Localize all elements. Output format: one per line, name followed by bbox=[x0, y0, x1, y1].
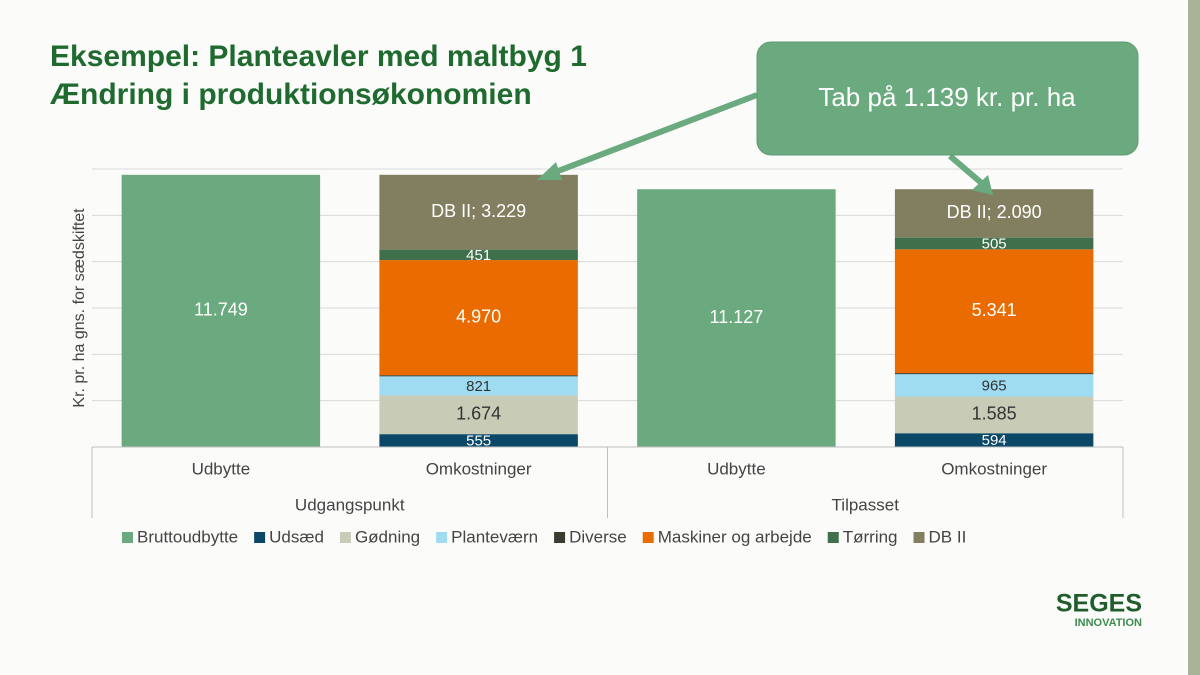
bar-segment bbox=[379, 260, 578, 376]
data-label: 965 bbox=[982, 377, 1007, 394]
data-label: 11.127 bbox=[710, 307, 764, 327]
data-label: DB II; 3.229 bbox=[431, 201, 526, 221]
data-label: 5.341 bbox=[972, 300, 1017, 320]
legend-label: Gødning bbox=[355, 527, 420, 546]
bar-segment bbox=[894, 374, 1094, 397]
bar-segment bbox=[121, 174, 321, 448]
legend-swatch bbox=[827, 532, 839, 543]
data-label: 1.674 bbox=[456, 404, 501, 424]
legend-label: Planteværn bbox=[451, 527, 538, 546]
legend-swatch bbox=[254, 532, 266, 543]
data-label: 4.970 bbox=[456, 306, 501, 326]
callout-text: Tab på 1.139 kr. pr. ha bbox=[818, 82, 1076, 112]
arrow-head bbox=[537, 162, 562, 180]
legend-label: Udsæd bbox=[269, 527, 324, 546]
legend-swatch bbox=[554, 532, 566, 543]
legend-swatch bbox=[642, 532, 654, 543]
plot: 11.749 Udbytte 555 1.674 821 4.970 451 DB II; 3… bbox=[91, 168, 1124, 546]
bar-segment bbox=[379, 395, 578, 435]
logo-sub: INNOVATION bbox=[1075, 617, 1142, 629]
bar-segment bbox=[379, 174, 578, 250]
data-label: 11.749 bbox=[194, 300, 248, 320]
bar-segment bbox=[894, 249, 1094, 374]
legend-label: Bruttoudbytte bbox=[137, 527, 238, 546]
data-label: DB II; 2.090 bbox=[947, 202, 1042, 222]
subtitle: Ændring i produktionsøkonomien bbox=[50, 78, 532, 111]
legend-swatch bbox=[436, 532, 448, 543]
data-label: 555 bbox=[466, 433, 491, 450]
legend-label: DB II bbox=[929, 527, 967, 546]
legend-swatch bbox=[339, 532, 351, 543]
group-label: Udgangspunkt bbox=[295, 495, 405, 514]
y-axis-label: Kr. pr. ha gns. for sædskiftet bbox=[71, 208, 88, 408]
bar-segment bbox=[379, 376, 578, 396]
x-tick-label: Udbytte bbox=[707, 459, 766, 478]
logo: SEGES bbox=[1056, 590, 1142, 618]
bar-segment bbox=[379, 434, 578, 447]
legend-label: Diverse bbox=[569, 527, 627, 546]
side-image bbox=[1188, 0, 1200, 675]
callout-box bbox=[756, 41, 1139, 156]
callout-arrow bbox=[543, 92, 759, 179]
data-label: 594 bbox=[982, 432, 1007, 449]
legend-swatch bbox=[913, 532, 925, 543]
callout-arrow bbox=[948, 153, 987, 189]
x-tick-label: Omkostninger bbox=[941, 459, 1047, 478]
group-label: Tilpasset bbox=[832, 495, 900, 514]
data-label: 505 bbox=[982, 235, 1007, 252]
bar-segment bbox=[894, 373, 1094, 375]
bar-segment bbox=[894, 237, 1094, 250]
bar-segment bbox=[379, 249, 578, 261]
bar-segment bbox=[894, 396, 1094, 434]
data-label: 1.585 bbox=[972, 404, 1017, 424]
data-label: 451 bbox=[466, 247, 491, 264]
legend-label: Tørring bbox=[843, 527, 898, 546]
bar-segment bbox=[379, 375, 578, 377]
x-tick-label: Omkostninger bbox=[426, 459, 532, 478]
legend-label: Maskiner og arbejde bbox=[658, 527, 812, 546]
bar-segment bbox=[894, 433, 1094, 447]
bar-segment bbox=[637, 189, 836, 448]
x-tick-label: Udbytte bbox=[192, 459, 251, 478]
bar-segment bbox=[894, 189, 1094, 238]
title: Eksempel: Planteavler med maltbyg 1 bbox=[50, 40, 587, 73]
arrow-head bbox=[972, 175, 993, 195]
legend-swatch bbox=[122, 532, 133, 543]
data-label: 821 bbox=[466, 378, 491, 395]
